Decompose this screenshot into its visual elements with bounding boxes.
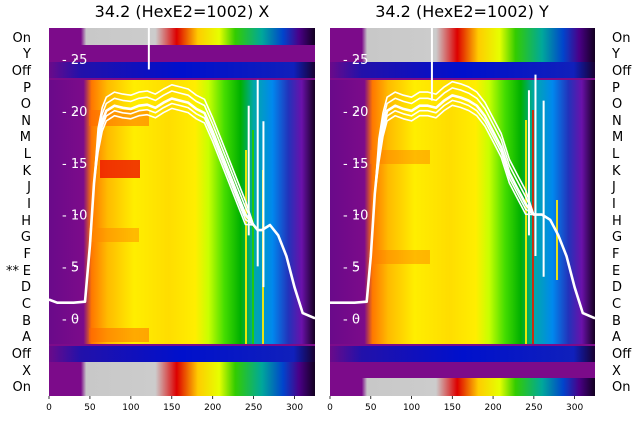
row-marker: ** — [6, 264, 20, 279]
row-label: K — [22, 164, 31, 179]
heatmap-image — [330, 28, 595, 396]
overlay-tick-label: - 25 — [62, 53, 87, 68]
row-label: C — [612, 297, 621, 312]
x-tick-label: 200 — [484, 403, 501, 413]
overlay-tick-label: - 0 — [62, 312, 79, 327]
x-tick-label: 50 — [365, 403, 377, 413]
panel-x: 34.2 (HexE2=1002) X - 0- 5- 10- 15- 20- … — [6, 2, 315, 413]
row-label: Y — [611, 47, 620, 62]
x-tick-label: 300 — [286, 403, 303, 413]
overlay-tick-label: - 25 — [343, 53, 368, 68]
profile-overlay — [330, 28, 595, 320]
row-label: On — [612, 380, 630, 395]
row-label: Off — [12, 347, 32, 362]
row-label: B — [22, 314, 31, 329]
overlay-tick-label: - 20 — [343, 105, 368, 120]
x-tick-label: 0 — [46, 403, 52, 413]
overlay-tick-label: - 20 — [62, 105, 87, 120]
row-label: P — [612, 81, 620, 96]
row-label: E — [612, 264, 620, 279]
profile-line — [330, 104, 595, 320]
row-label: Off — [612, 347, 632, 362]
row-label: C — [22, 297, 31, 312]
x-tick-label: 300 — [566, 403, 583, 413]
row-label: N — [612, 114, 622, 129]
x-tick-label: 100 — [403, 403, 420, 413]
x-tick-label: 250 — [245, 403, 262, 413]
row-label: O — [21, 97, 31, 112]
row-labels: On Y Off P O N M L K J I H G F E D C B A… — [6, 31, 32, 395]
row-label: G — [21, 230, 31, 245]
x-axis: 0 50 100 150 200 250 300 — [327, 396, 583, 413]
row-label: On — [13, 380, 31, 395]
row-label: Off — [12, 64, 32, 79]
x-axis: 0 50 100 150 200 250 300 — [46, 396, 303, 413]
overlay-tick-label: - 10 — [62, 209, 87, 224]
overlay-y-ticks: - 0 - 5 - 10 - 15 - 20 - 25 — [62, 53, 87, 327]
x-tick-label: 200 — [204, 403, 221, 413]
row-label: I — [27, 197, 31, 212]
overlay-tick-label: - 5 — [62, 260, 79, 275]
row-label: Y — [22, 47, 31, 62]
row-label: B — [612, 314, 621, 329]
row-label: P — [23, 81, 31, 96]
row-label: L — [24, 147, 32, 162]
row-label: Off — [612, 64, 632, 79]
row-label: D — [21, 280, 31, 295]
overlay-tick-label: - 15 — [62, 157, 87, 172]
overlay-tick-label: - 0 — [343, 312, 360, 327]
row-label: E — [23, 264, 31, 279]
x-tick-label: 150 — [444, 403, 461, 413]
row-label: I — [612, 197, 616, 212]
panel-x-title: 34.2 (HexE2=1002) X — [95, 2, 270, 21]
row-label: J — [26, 180, 31, 195]
row-label: A — [22, 330, 31, 345]
row-label: H — [21, 214, 31, 229]
row-label: G — [612, 230, 622, 245]
panel-y: 34.2 (HexE2=1002) Y - 0- 5- 10- 15- 20- … — [327, 2, 632, 413]
row-label: M — [612, 130, 623, 145]
row-label: N — [21, 114, 31, 129]
row-label: L — [612, 147, 620, 162]
profile-overlay — [49, 28, 315, 320]
panel-y-title: 34.2 (HexE2=1002) Y — [375, 2, 549, 21]
row-label: M — [20, 130, 31, 145]
profile-line — [49, 107, 315, 320]
x-tick-label: 250 — [525, 403, 542, 413]
overlay-tick-label: - 5 — [343, 260, 360, 275]
x-tick-label: 100 — [122, 403, 139, 413]
row-label: H — [612, 214, 622, 229]
row-label: On — [13, 31, 31, 46]
row-label: J — [611, 180, 616, 195]
row-label: A — [612, 330, 621, 345]
row-label: K — [612, 164, 621, 179]
row-labels: On Y Off P O N M L K J I H G F E D C B A… — [611, 31, 632, 395]
overlay-y-ticks: - 0 - 5 - 10 - 15 - 20 - 25 — [343, 53, 368, 327]
x-tick-label: 150 — [163, 403, 180, 413]
row-label: O — [612, 97, 622, 112]
row-label: X — [612, 364, 621, 379]
x-tick-label: 50 — [84, 403, 96, 413]
row-label: X — [22, 364, 31, 379]
row-label: F — [612, 247, 619, 262]
row-label: F — [24, 247, 31, 262]
overlay-tick-label: - 15 — [343, 157, 368, 172]
row-label: On — [612, 31, 630, 46]
x-tick-label: 0 — [327, 403, 333, 413]
overlay-tick-label: - 10 — [343, 209, 368, 224]
row-label: D — [612, 280, 622, 295]
heatmap-image — [49, 28, 315, 396]
